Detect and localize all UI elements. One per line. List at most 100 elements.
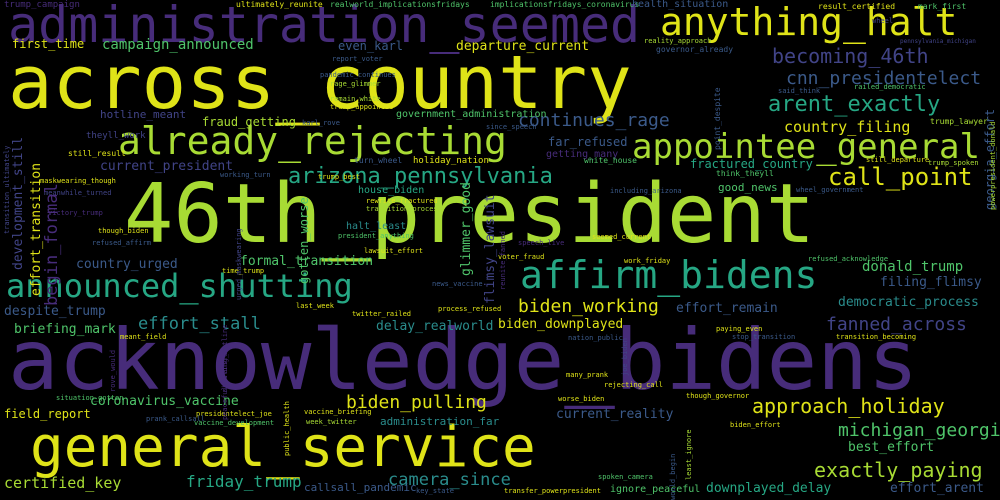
cloud-word: transfer_powerpresident <box>504 487 601 495</box>
cloud-word: biden_effort <box>730 421 781 429</box>
cloud-word: hotline_meant <box>100 108 187 121</box>
cloud-word: democratic_process <box>838 295 979 310</box>
cloud-word: cnn_presidentelect <box>786 68 982 89</box>
cloud-word: pandemic_continues <box>320 71 396 79</box>
cloud-word: best_effort <box>848 440 935 455</box>
cloud-word: nation_public <box>568 334 623 342</box>
cloud-word: trump_spoken <box>928 159 979 167</box>
cloud-word: since_speech <box>486 123 537 131</box>
cloud-word: president_anything <box>338 232 414 240</box>
cloud-word: exactly_paying <box>814 458 983 482</box>
cloud-word: filing_flimsy <box>880 275 982 290</box>
cloud-word: trump_best <box>318 173 361 181</box>
cloud-word: victory_trump <box>48 209 103 217</box>
cloud-word: biden_working <box>518 296 659 317</box>
cloud-word: biden_pulling <box>346 392 487 413</box>
cloud-word: administration_far <box>380 415 500 428</box>
cloud-word: shutting_hotline <box>221 324 229 392</box>
cloud-word: halt_least <box>346 221 407 232</box>
cloud-word: transition_ultimately <box>3 145 11 234</box>
cloud-word: vaccine_briefing <box>304 408 372 416</box>
cloud-word: glimmer_good <box>459 182 474 276</box>
cloud-word: briefing_mark <box>14 322 116 337</box>
cloud-word: departure_current <box>456 39 590 54</box>
cloud-word: good_news <box>718 181 778 194</box>
cloud-word: michigan_georgia <box>838 420 1000 441</box>
cloud-word: far_refused <box>548 135 628 149</box>
cloud-word: paying_even <box>716 325 763 333</box>
cloud-word: including_arizona <box>610 187 682 195</box>
cloud-word: country_urged <box>76 257 178 272</box>
cloud-word: acknowledge_bidens <box>8 311 919 409</box>
cloud-word: report_voter <box>332 55 383 63</box>
cloud-word: prank_callsall <box>146 415 206 423</box>
cloud-word: camera_since <box>388 470 511 490</box>
cloud-word: last_week <box>296 302 334 310</box>
cloud-word: biden_downplayed <box>498 317 624 332</box>
cloud-word: though_biden <box>98 227 149 235</box>
cloud-word: many_prank <box>566 371 609 379</box>
cloud-word: approach_holiday <box>752 394 945 418</box>
cloud-word: refused_acknowledge <box>808 255 889 263</box>
cloud-word: wheel_government <box>796 186 864 194</box>
cloud-word: delay_realworld <box>376 319 494 334</box>
cloud-word: remain_white <box>330 95 381 103</box>
cloud-word: stop_transition <box>732 333 796 341</box>
cloud-word: wheel <box>872 17 894 25</box>
cloud-word: house_biden <box>358 185 425 196</box>
cloud-word: though_governor <box>686 392 750 400</box>
cloud-word: becoming_46th <box>772 44 929 68</box>
cloud-word: vaccine_development <box>194 419 275 427</box>
cloud-word: holiday_nation <box>413 156 489 166</box>
cloud-word: donald_trump <box>862 259 964 275</box>
cloud-word: realworld_implicationsfridays <box>330 0 470 9</box>
cloud-word: reunite_fanned <box>499 230 507 290</box>
cloud-word: public_health <box>283 401 291 456</box>
cloud-word: still_departure <box>866 156 930 164</box>
cloud-word: process_refused <box>438 305 502 313</box>
cloud-word: rejecting_call <box>604 381 664 389</box>
cloud-word: result_certified <box>818 2 896 11</box>
cloud-word: situation_gotten <box>56 394 124 402</box>
cloud-word: announced_shutting <box>6 267 353 305</box>
cloud-word: arent_exactly <box>768 92 941 117</box>
cloud-word: said_think <box>778 87 821 95</box>
cloud-word: trump_lawyer <box>930 117 988 126</box>
cloud-word: would_begin <box>669 453 677 500</box>
cloud-word: call_point <box>828 163 973 191</box>
cloud-word: arizona_pennsylvania <box>288 164 553 189</box>
cloud-word: worse_biden <box>558 395 605 403</box>
cloud-word: even_karl <box>338 39 404 53</box>
cloud-word: effort_remain <box>676 301 778 316</box>
cloud-word: rove_would <box>109 349 117 392</box>
cloud-word: trump_appointee <box>330 103 394 111</box>
cloud-word: administration_seemed <box>8 0 641 54</box>
cloud-word: voter_fraud <box>498 253 545 261</box>
cloud-word: theyll_work <box>86 131 146 141</box>
cloud-word: week_twitter <box>306 418 357 426</box>
cloud-word: appointee_general <box>632 127 980 167</box>
cloud-word: urged_maskwearing <box>235 228 243 300</box>
cloud-word: downplayed_delay <box>706 481 832 496</box>
cloud-word: twitter_railed <box>352 310 412 318</box>
cloud-word: fraud_getting <box>202 115 296 129</box>
cloud-word: fractured_country <box>690 157 813 171</box>
cloud-word: development_still <box>11 136 26 270</box>
cloud-word: gotten_worse <box>297 197 311 284</box>
cloud-word: begin_formal <box>42 183 62 306</box>
cloud-word: implicationsfridays_coronavirus <box>490 0 640 9</box>
cloud-word: point_despite <box>713 87 722 150</box>
cloud-word: formal_transition <box>240 254 374 269</box>
cloud-word: time_trump <box>222 267 265 275</box>
cloud-word: least_ignore <box>685 429 693 480</box>
cloud-word: government_administration <box>396 109 547 120</box>
cloud-word: despite_trump <box>4 304 106 319</box>
cloud-word: continues_rage <box>518 110 670 131</box>
cloud-word: current_reality <box>556 407 674 422</box>
cloud-word: rage_glimmer <box>330 80 381 88</box>
cloud-word: pennsylvania_michigan <box>900 38 976 45</box>
cloud-word: anything_halt <box>660 0 958 44</box>
cloud-word: key_state <box>416 487 454 495</box>
cloud-word: fanned_across <box>826 314 967 335</box>
